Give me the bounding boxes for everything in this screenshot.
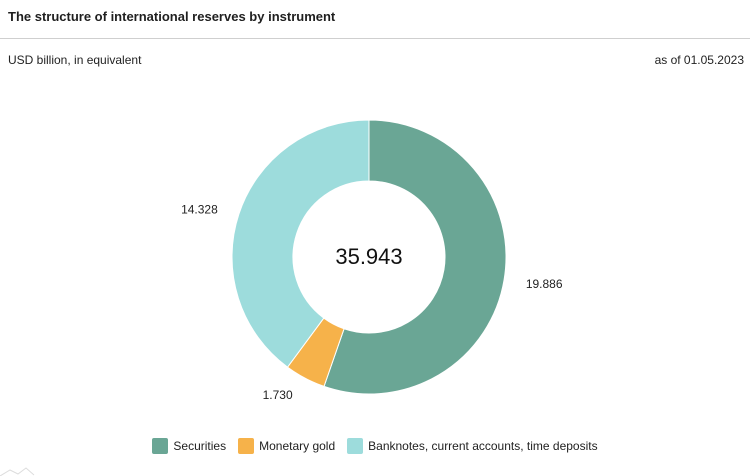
slice-value-labels: 19.886 1.730 14.328	[181, 202, 563, 402]
donut-slices	[231, 119, 507, 395]
legend-label: Monetary gold	[259, 439, 336, 453]
title-divider	[0, 38, 750, 39]
slice-value-label: 14.328	[181, 202, 218, 216]
chart-title: The structure of international reserves …	[8, 9, 336, 24]
corner-mark-icon	[0, 467, 35, 476]
legend-swatch	[238, 438, 255, 454]
chart-legend: Securities Monetary gold Banknotes, curren…	[0, 438, 750, 454]
legend-swatch	[152, 438, 169, 454]
unit-label: USD billion, in equivalent	[8, 53, 142, 67]
total-value-label: 35.943	[335, 244, 402, 269]
donut-slice-securities[interactable]	[323, 119, 507, 395]
legend-item[interactable]: Banknotes, current accounts, time deposi…	[347, 438, 598, 454]
slice-value-label: 1.730	[263, 388, 293, 402]
legend-swatch	[347, 438, 364, 454]
legend-label: Banknotes, current accounts, time deposi…	[368, 439, 598, 453]
slice-value-label: 19.886	[526, 277, 563, 291]
legend-label: Securities	[173, 439, 227, 453]
legend-item[interactable]: Securities	[152, 438, 226, 454]
donut-chart: 35.943 19.886 1.730 14.328	[181, 119, 563, 402]
as-of-date: as of 01.05.2023	[654, 53, 744, 67]
donut-slice-banknotes-current-accounts-time-deposits[interactable]	[231, 119, 370, 368]
legend-item[interactable]: Monetary gold	[238, 438, 335, 454]
